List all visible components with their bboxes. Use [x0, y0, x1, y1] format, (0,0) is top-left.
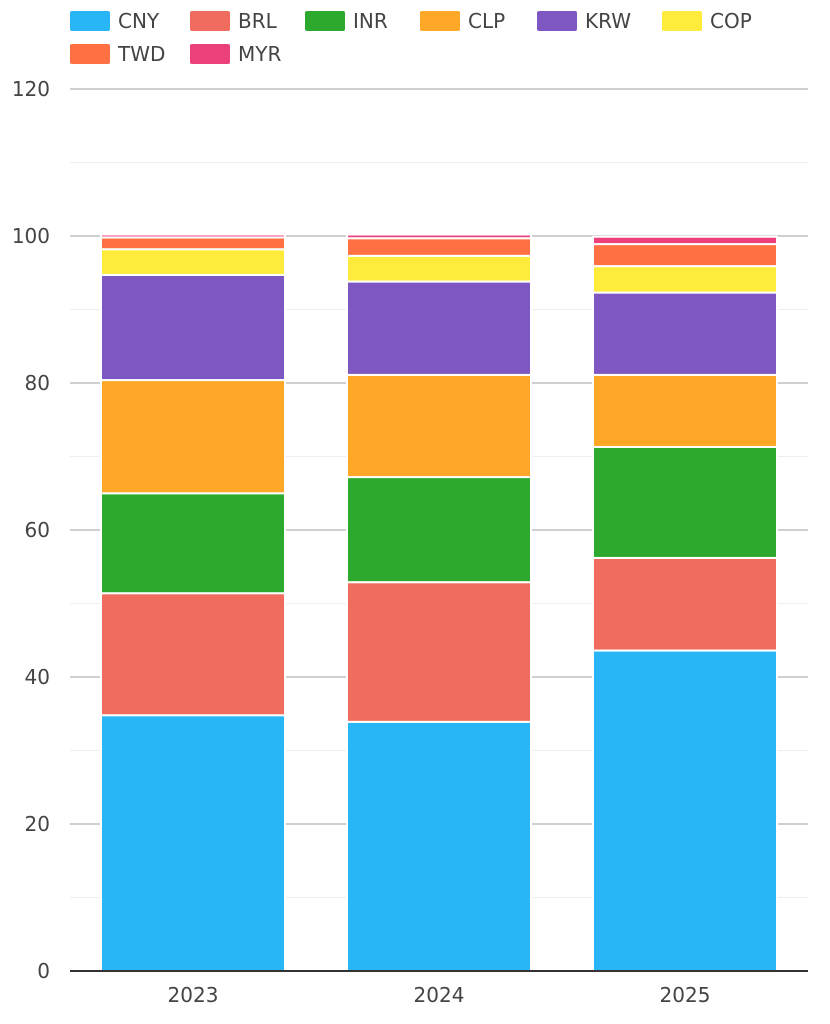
y-tick-label: 120 [12, 77, 50, 101]
bar-segment-inr-2024[interactable] [346, 476, 532, 584]
legend-swatch [190, 11, 230, 31]
y-tick-label: 20 [25, 812, 50, 836]
bar-segment-twd-2025[interactable] [592, 243, 778, 268]
bar-segment-cop-2023[interactable] [100, 248, 286, 276]
y-tick-label: 60 [25, 518, 50, 542]
legend-swatch [190, 44, 230, 64]
legend-item-myr[interactable]: MYR [190, 42, 281, 66]
legend-swatch [662, 11, 702, 31]
legend-label: TWD [117, 42, 165, 66]
bar-segment-twd-2023[interactable] [100, 236, 286, 251]
legend-item-cny[interactable]: CNY [70, 9, 160, 33]
bar-segment-cny-2023[interactable] [100, 714, 286, 972]
legend-item-clp[interactable]: CLP [420, 9, 505, 33]
bar-segment-myr-2024[interactable] [346, 233, 532, 240]
legend-swatch [420, 11, 460, 31]
bar-segment-krw-2025[interactable] [592, 291, 778, 376]
x-tick-label: 2023 [168, 983, 219, 1007]
legend-label: BRL [238, 9, 278, 33]
bar-segment-krw-2023[interactable] [100, 273, 286, 382]
legend-item-twd[interactable]: TWD [70, 42, 165, 66]
legend: CNY BRL INR CLP KRW COP TWD MYR [70, 9, 752, 66]
y-tick-label: 0 [37, 959, 50, 983]
legend-swatch [70, 44, 110, 64]
bar-segment-clp-2023[interactable] [100, 379, 286, 495]
legend-label: COP [710, 9, 752, 33]
bar-segment-cop-2024[interactable] [346, 254, 532, 283]
y-tick-label: 80 [25, 371, 50, 395]
legend-swatch [70, 11, 110, 31]
y-tick-label: 100 [12, 224, 50, 248]
bar-segment-myr-2025[interactable] [592, 235, 778, 246]
legend-item-cop[interactable]: COP [662, 9, 752, 33]
y-tick-label: 40 [25, 665, 50, 689]
bar-segment-cop-2025[interactable] [592, 265, 778, 294]
bar-segment-krw-2024[interactable] [346, 280, 532, 376]
bars [100, 233, 778, 973]
legend-label: CLP [468, 9, 505, 33]
bar-segment-inr-2025[interactable] [592, 445, 778, 559]
x-tick-label: 2025 [660, 983, 711, 1007]
legend-swatch [305, 11, 345, 31]
bar-segment-myr-2023[interactable] [100, 233, 286, 239]
bar-segment-cny-2025[interactable] [592, 649, 778, 972]
bar-segment-clp-2025[interactable] [592, 373, 778, 448]
bar-segment-twd-2024[interactable] [346, 237, 532, 257]
bar-segment-inr-2023[interactable] [100, 492, 286, 595]
legend-item-inr[interactable]: INR [305, 9, 388, 33]
bar-segment-cny-2024[interactable] [346, 720, 532, 973]
legend-item-krw[interactable]: KRW [537, 9, 631, 33]
bar-segment-clp-2024[interactable] [346, 373, 532, 479]
legend-label: INR [353, 9, 388, 33]
legend-label: MYR [238, 42, 281, 66]
bar-segment-brl-2025[interactable] [592, 556, 778, 652]
bar-segment-brl-2024[interactable] [346, 581, 532, 723]
legend-label: KRW [585, 9, 631, 33]
legend-label: CNY [118, 9, 160, 33]
legend-swatch [537, 11, 577, 31]
legend-item-brl[interactable]: BRL [190, 9, 278, 33]
x-tick-label: 2024 [414, 983, 465, 1007]
axes: 0 20 40 60 80 100 120 2023 2024 2025 [12, 77, 808, 1007]
bar-segment-brl-2023[interactable] [100, 592, 286, 717]
